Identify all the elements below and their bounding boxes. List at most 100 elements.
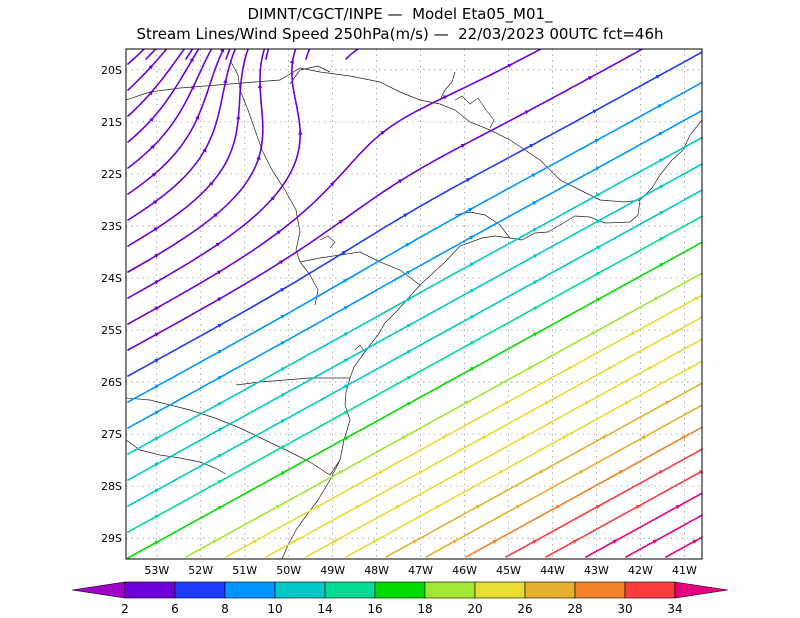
colorbar-segment bbox=[274, 581, 326, 599]
streamline-arrow bbox=[220, 49, 225, 53]
streamline-arrow bbox=[343, 410, 349, 415]
streamline-arrow bbox=[154, 332, 160, 337]
streamline bbox=[127, 49, 266, 273]
colorbar-segment bbox=[324, 581, 376, 599]
lon-label: 53W bbox=[144, 564, 169, 577]
streamline bbox=[345, 49, 360, 60]
streamline bbox=[127, 49, 302, 299]
streamline bbox=[127, 49, 213, 169]
streamline-arrow bbox=[278, 260, 284, 265]
streamline-arrow bbox=[578, 470, 584, 475]
streamline-arrow bbox=[595, 166, 601, 171]
colorbar-tick-label: 34 bbox=[667, 602, 682, 616]
streamline bbox=[465, 426, 702, 558]
streamline-arrow bbox=[406, 375, 412, 380]
colorbar-tick-label: 8 bbox=[221, 602, 229, 616]
streamline-arrow bbox=[592, 109, 598, 114]
streamline-arrow bbox=[154, 384, 160, 389]
streamline-arrow bbox=[406, 401, 412, 406]
streamline-arrow bbox=[655, 74, 661, 79]
streamline bbox=[127, 81, 702, 403]
streamline bbox=[425, 404, 702, 558]
streamline-arrow bbox=[468, 207, 474, 212]
colorbar-tick-label: 30 bbox=[617, 602, 632, 616]
map-title-block: DIMNT/CGCT/INPE — Model Eta05_M01_ Strea… bbox=[0, 4, 800, 44]
streamline-arrow bbox=[298, 130, 303, 135]
streamline-arrow bbox=[418, 470, 424, 475]
streamline-arrow bbox=[195, 114, 200, 120]
streamline-arrow bbox=[217, 505, 223, 511]
streamline-arrow bbox=[533, 280, 539, 285]
colorbar-tick-label: 16 bbox=[367, 602, 382, 616]
lon-label: 43W bbox=[584, 564, 609, 577]
streamline bbox=[127, 49, 237, 221]
border-misc-2 bbox=[439, 71, 456, 101]
streamline bbox=[127, 49, 186, 117]
streamline-arrow bbox=[216, 270, 222, 275]
streamline-arrow bbox=[406, 349, 412, 354]
colorbar: 2 6 8 10 14 16 18 20 26 28 30 34 bbox=[71, 581, 729, 616]
streamline-arrow bbox=[658, 470, 664, 475]
streamline-arrow bbox=[647, 366, 653, 371]
lat-label: 25S bbox=[101, 324, 122, 337]
streamline-arrow bbox=[406, 323, 412, 328]
streamline bbox=[145, 49, 157, 60]
streamline-arrow bbox=[405, 242, 411, 248]
streamline-arrow bbox=[380, 130, 386, 136]
streamline-arrow bbox=[596, 245, 602, 250]
streamline-arrow bbox=[148, 90, 154, 96]
streamline bbox=[127, 215, 702, 533]
border-sc-rs bbox=[126, 397, 341, 476]
streamline-arrow bbox=[152, 199, 158, 205]
streamline-arrow bbox=[372, 539, 378, 544]
streamline-arrow bbox=[492, 539, 498, 544]
streamline-arrow bbox=[624, 400, 630, 405]
coastline bbox=[126, 59, 702, 559]
streamline-arrow bbox=[154, 540, 160, 545]
streamline-arrow bbox=[659, 237, 665, 242]
streamline-arrow bbox=[406, 297, 412, 302]
streamline-arrow bbox=[223, 78, 228, 84]
border-pr-sc bbox=[235, 377, 350, 386]
colorbar-tick-label: 2 bbox=[121, 602, 129, 616]
colorbar-segment bbox=[524, 581, 576, 599]
streamline-arrow bbox=[289, 58, 295, 64]
streamline-arrow bbox=[561, 435, 567, 440]
colorbar-tick-label: 14 bbox=[317, 602, 332, 616]
streamline-arrow bbox=[406, 270, 412, 275]
streamline-arrow bbox=[343, 436, 349, 441]
colorbar-tick-label: 6 bbox=[171, 602, 179, 616]
colorbar-segment bbox=[124, 581, 176, 599]
streamline-arrow bbox=[217, 297, 223, 302]
colorbar-segment bbox=[174, 581, 226, 599]
streamline-arrow bbox=[442, 95, 448, 100]
streamline bbox=[185, 272, 702, 558]
streamline-arrow bbox=[531, 173, 537, 178]
streamline-arrow bbox=[595, 504, 601, 510]
streamline-arrow bbox=[280, 314, 286, 319]
streamline-arrow bbox=[452, 539, 458, 544]
streamline-arrow bbox=[149, 116, 154, 122]
lat-label: 26S bbox=[101, 376, 122, 389]
streamline-arrow bbox=[618, 470, 624, 475]
streamline-arrow bbox=[612, 539, 618, 544]
lon-label: 51W bbox=[232, 564, 257, 577]
streamline-arrow bbox=[395, 504, 401, 510]
streamline-arrow bbox=[659, 263, 665, 268]
colorbar-segment bbox=[224, 581, 276, 599]
streamline-arrow bbox=[154, 358, 160, 363]
streamline bbox=[127, 49, 146, 65]
lakes bbox=[319, 95, 495, 353]
streamline-arrow bbox=[469, 341, 475, 346]
streamline bbox=[127, 49, 644, 351]
border-mg-es bbox=[439, 103, 641, 203]
streamline-arrow bbox=[469, 288, 475, 293]
lat-label: 27S bbox=[101, 428, 122, 441]
streamline-arrow bbox=[631, 331, 637, 336]
streamline-arrow bbox=[202, 147, 207, 153]
streamline bbox=[127, 51, 702, 377]
streamline bbox=[127, 109, 702, 429]
streamline bbox=[185, 49, 194, 60]
border-ms-sp bbox=[229, 59, 319, 306]
streamline-arrow bbox=[532, 201, 538, 206]
